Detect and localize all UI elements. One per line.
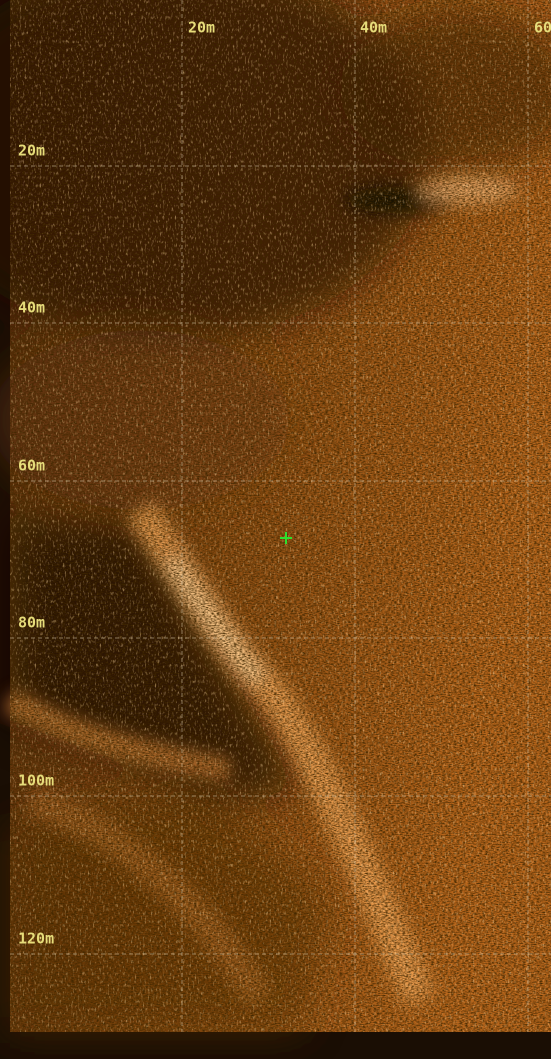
x-range-label: 40m: [360, 19, 387, 37]
x-range-label: 20m: [188, 19, 215, 37]
page: 20m 40m 60m 20m 40m 60m 80m 100m 120m ((…: [0, 0, 551, 1059]
sonar-view: 20m 40m 60m 20m 40m 60m 80m 100m 120m: [0, 0, 551, 1059]
x-range-label: 60m: [534, 19, 551, 37]
y-range-label: 60m: [18, 457, 45, 475]
y-range-label: 100m: [18, 772, 54, 790]
y-range-label: 80m: [18, 614, 45, 632]
y-range-label: 20m: [18, 142, 45, 160]
y-range-label: 40m: [18, 299, 45, 317]
y-range-label: 120m: [18, 930, 54, 948]
sonar-speckle: [10, 0, 551, 1032]
